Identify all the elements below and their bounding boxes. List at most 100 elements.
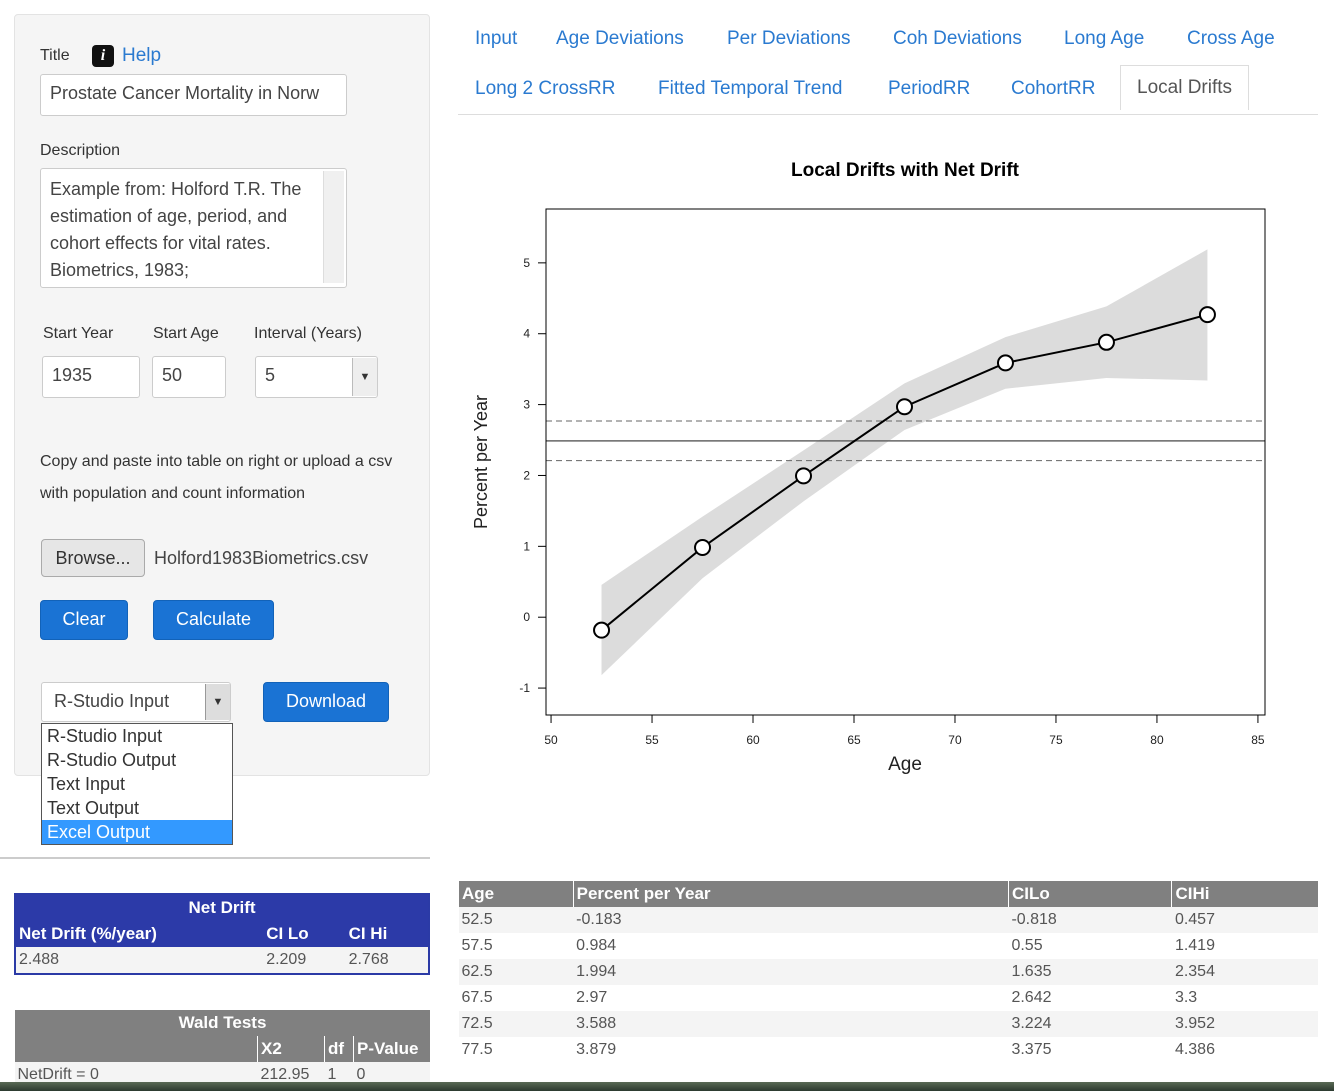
header-row: Age Percent per Year CILo CIHi bbox=[458, 881, 1318, 907]
table-cell: 0 bbox=[356, 1066, 366, 1083]
drift-point bbox=[895, 398, 913, 416]
output-select[interactable]: R-Studio Input bbox=[41, 682, 231, 722]
table-cell: 3.224 bbox=[1011, 1015, 1052, 1032]
tab[interactable]: Cross Age bbox=[1187, 28, 1275, 49]
help-icon[interactable]: i bbox=[92, 45, 114, 67]
divider bbox=[0, 857, 430, 859]
browse-button[interactable]: Browse... bbox=[41, 539, 145, 577]
table-cell: 3.588 bbox=[576, 1015, 617, 1032]
y-tick-label: 5 bbox=[523, 256, 530, 270]
table-cell: 0.55 bbox=[1011, 937, 1043, 954]
dropdown-arrow[interactable]: ▼ bbox=[352, 358, 377, 396]
title-input[interactable]: Prostate Cancer Mortality in Norw bbox=[40, 74, 347, 116]
table-cell: 3.375 bbox=[1011, 1041, 1052, 1058]
table-cell: 67.5 bbox=[461, 989, 493, 1006]
start-age-input[interactable]: 50 bbox=[152, 356, 226, 398]
drift-point bbox=[795, 467, 813, 485]
tab-underline bbox=[458, 114, 1318, 115]
plot-frame bbox=[545, 208, 1266, 716]
table-row: 62.5 1.994 1.635 2.354 bbox=[458, 959, 1318, 985]
chart: Local Drifts with Net Drift Age Percent … bbox=[471, 160, 1266, 775]
dropdown-option[interactable]: Excel Output bbox=[42, 820, 232, 844]
download-button[interactable]: Download bbox=[263, 682, 389, 722]
tab[interactable]: Fitted Temporal Trend bbox=[658, 78, 843, 99]
y-tick-label: 2 bbox=[523, 468, 530, 482]
drift-point bbox=[694, 538, 712, 556]
table-row: 2.488 2.209 2.768 bbox=[15, 947, 429, 974]
dropdown-option[interactable]: R-Studio Input bbox=[47, 726, 163, 746]
clear-button[interactable]: Clear bbox=[40, 600, 128, 640]
dropdown-list: R-Studio Input R-Studio Output Text Input T… bbox=[41, 723, 233, 845]
dropdown-arrow[interactable]: ▼ bbox=[205, 684, 230, 720]
table-title-row: Net Drift bbox=[15, 894, 429, 921]
help-link[interactable]: Help bbox=[122, 45, 162, 66]
table-cell: 3.952 bbox=[1174, 1015, 1215, 1032]
header-cell: CI Lo bbox=[263, 921, 346, 947]
header-cell: CI Hi bbox=[345, 921, 429, 947]
instructions: Copy and paste into table on right or up… bbox=[40, 453, 393, 502]
table-cell: 77.5 bbox=[461, 1041, 493, 1058]
table-cell: 2.97 bbox=[576, 989, 608, 1006]
interval-label: Interval (Years) bbox=[254, 325, 362, 342]
header-cell: CIHi bbox=[1171, 881, 1318, 907]
tab[interactable]: Input bbox=[475, 28, 518, 49]
tab[interactable]: Age Deviations bbox=[556, 28, 684, 49]
start-year-label: Start Year bbox=[43, 325, 114, 342]
table-cell: 2.354 bbox=[1174, 963, 1215, 980]
description-input[interactable]: Example from: Holford T.R. The estimatio… bbox=[40, 168, 347, 288]
title-label: Title bbox=[40, 47, 70, 64]
wald-table: Wald Tests X2 df P-Value NetDrift = 0 212.95 1… bbox=[14, 1010, 430, 1088]
dropdown-option[interactable]: Text Output bbox=[47, 798, 140, 818]
table-cell: 62.5 bbox=[461, 963, 493, 980]
tab[interactable]: Long 2 CrossRR bbox=[475, 78, 616, 99]
table-cell: 52.5 bbox=[461, 911, 493, 928]
x-tick-label: 80 bbox=[1150, 733, 1164, 747]
table-cell: 2.768 bbox=[348, 951, 389, 968]
description-text: Example from: Holford T.R. The estimatio… bbox=[50, 179, 302, 280]
x-tick-label: 55 bbox=[645, 733, 659, 747]
table-cell: 1.994 bbox=[576, 963, 617, 980]
header-cell: P-Value bbox=[353, 1036, 430, 1062]
y-tick-label: 0 bbox=[523, 610, 530, 624]
table-cell: 72.5 bbox=[461, 1015, 493, 1032]
table-title-row: Wald Tests bbox=[14, 1010, 430, 1036]
x-tick-label: 85 bbox=[1251, 733, 1265, 747]
tab[interactable]: PeriodRR bbox=[888, 78, 971, 99]
drift-point bbox=[996, 354, 1014, 372]
x-tick-label: 70 bbox=[948, 733, 962, 747]
y-tick-label: 3 bbox=[523, 398, 530, 412]
header-cell: CILo bbox=[1007, 881, 1172, 907]
header-cell bbox=[14, 1036, 258, 1062]
tab[interactable]: CohortRR bbox=[1011, 78, 1096, 99]
table-cell: NetDrift = 0 bbox=[17, 1066, 99, 1083]
table-cell: 1.419 bbox=[1174, 937, 1215, 954]
x-tick-label: 60 bbox=[746, 733, 760, 747]
dropdown-option[interactable]: Text Input bbox=[47, 774, 126, 794]
file-name: Holford1983Biometrics.csv bbox=[154, 548, 369, 568]
dropdown-option[interactable]: R-Studio Output bbox=[47, 750, 177, 770]
header-cell: Age bbox=[458, 881, 574, 907]
table-cell: 2.488 bbox=[19, 951, 60, 968]
header-cell: df bbox=[324, 1036, 354, 1062]
tab[interactable]: Per Deviations bbox=[727, 28, 851, 49]
table-cell: 212.95 bbox=[260, 1066, 310, 1083]
drifts-table: Age Percent per Year CILo CIHi 52.5 -0.183 -0.… bbox=[458, 881, 1318, 1063]
scrollbar[interactable] bbox=[323, 171, 344, 283]
tab[interactable]: Long Age bbox=[1064, 28, 1145, 49]
table-title: Wald Tests bbox=[14, 1010, 430, 1036]
x-tick-label: 75 bbox=[1049, 733, 1063, 747]
tab[interactable]: Local Drifts bbox=[1120, 65, 1250, 110]
tab[interactable]: Coh Deviations bbox=[893, 28, 1022, 49]
start-age-label: Start Age bbox=[153, 325, 219, 342]
table-cell: 2.642 bbox=[1011, 989, 1052, 1006]
table-row: 77.5 3.879 3.375 4.386 bbox=[458, 1037, 1318, 1063]
header-cell: Net Drift (%/year) bbox=[15, 921, 264, 947]
start-year-input[interactable]: 1935 bbox=[42, 356, 140, 398]
table-cell: 1.635 bbox=[1011, 963, 1052, 980]
drift-point bbox=[1097, 333, 1115, 351]
table-cell: 3.3 bbox=[1174, 989, 1198, 1006]
calculate-button[interactable]: Calculate bbox=[153, 600, 274, 640]
y-axis-label: Percent per Year bbox=[471, 395, 491, 529]
